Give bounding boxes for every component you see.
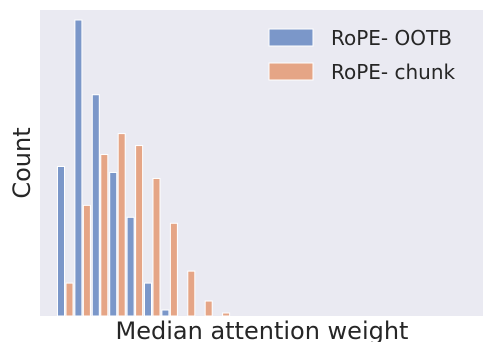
y-axis-label: Count (8, 127, 36, 198)
bar-ootb-5 (144, 282, 152, 317)
legend-label-chunk: RoPE- chunk (331, 60, 456, 84)
legend-label-ootb: RoPE- OOTB (331, 26, 452, 50)
legend-swatch-chunk (268, 62, 314, 81)
bar-chunk-8 (204, 300, 213, 317)
bar-chunk-2 (100, 154, 109, 317)
bar-chunk-9 (222, 312, 231, 317)
bar-ootb-3 (109, 171, 118, 317)
bar-chunk-7 (187, 270, 196, 317)
bar-ootb-4 (126, 216, 135, 317)
bar-chunk-1 (82, 204, 91, 317)
bar-ootb-1 (74, 19, 83, 317)
bar-chunk-4 (135, 145, 144, 317)
x-axis-label: Median attention weight (116, 317, 409, 342)
bars-group (57, 19, 231, 317)
bar-chunk-5 (152, 177, 161, 317)
legend: RoPE- OOTB RoPE- chunk (268, 26, 456, 84)
bar-chunk-0 (65, 282, 74, 317)
bar-ootb-0 (57, 166, 65, 317)
bar-ootb-6 (161, 309, 170, 317)
bar-chunk-6 (169, 222, 178, 317)
bar-chunk-3 (117, 133, 126, 317)
legend-swatch-ootb (268, 28, 314, 47)
bar-ootb-2 (91, 94, 100, 317)
